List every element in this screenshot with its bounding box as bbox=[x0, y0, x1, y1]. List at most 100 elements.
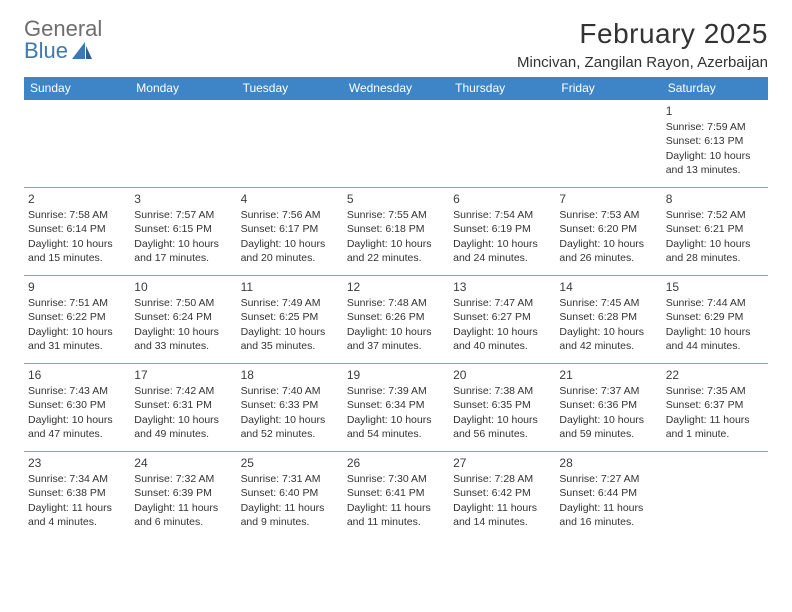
calendar-cell: 5Sunrise: 7:55 AMSunset: 6:18 PMDaylight… bbox=[343, 188, 449, 276]
day-number: 17 bbox=[134, 367, 232, 383]
sunset-line: Sunset: 6:13 PM bbox=[666, 134, 764, 148]
day-number: 6 bbox=[453, 191, 551, 207]
day-number: 23 bbox=[28, 455, 126, 471]
sunset-line: Sunset: 6:14 PM bbox=[28, 222, 126, 236]
daylight-line: Daylight: 11 hours and 1 minute. bbox=[666, 413, 764, 441]
day-number: 18 bbox=[241, 367, 339, 383]
sunrise-line: Sunrise: 7:53 AM bbox=[559, 208, 657, 222]
weekday-header: Monday bbox=[130, 77, 236, 100]
sunrise-line: Sunrise: 7:54 AM bbox=[453, 208, 551, 222]
day-number: 10 bbox=[134, 279, 232, 295]
daylight-line: Daylight: 10 hours and 54 minutes. bbox=[347, 413, 445, 441]
page-subtitle: Mincivan, Zangilan Rayon, Azerbaijan bbox=[517, 54, 768, 71]
calendar-cell: 15Sunrise: 7:44 AMSunset: 6:29 PMDayligh… bbox=[662, 276, 768, 364]
calendar-cell: 28Sunrise: 7:27 AMSunset: 6:44 PMDayligh… bbox=[555, 452, 661, 540]
sunrise-line: Sunrise: 7:35 AM bbox=[666, 384, 764, 398]
daylight-line: Daylight: 11 hours and 11 minutes. bbox=[347, 501, 445, 529]
calendar-cell bbox=[24, 100, 130, 188]
sunrise-line: Sunrise: 7:43 AM bbox=[28, 384, 126, 398]
day-number: 5 bbox=[347, 191, 445, 207]
day-number: 7 bbox=[559, 191, 657, 207]
page-header: General Blue February 2025 Mincivan, Zan… bbox=[24, 18, 768, 71]
day-number: 25 bbox=[241, 455, 339, 471]
day-number: 9 bbox=[28, 279, 126, 295]
calendar-cell: 17Sunrise: 7:42 AMSunset: 6:31 PMDayligh… bbox=[130, 364, 236, 452]
day-number: 8 bbox=[666, 191, 764, 207]
brand-sail-icon bbox=[72, 42, 94, 60]
brand-logo: General Blue bbox=[24, 18, 102, 62]
daylight-line: Daylight: 10 hours and 17 minutes. bbox=[134, 237, 232, 265]
sunrise-line: Sunrise: 7:48 AM bbox=[347, 296, 445, 310]
daylight-line: Daylight: 10 hours and 13 minutes. bbox=[666, 149, 764, 177]
sunrise-line: Sunrise: 7:55 AM bbox=[347, 208, 445, 222]
day-number: 14 bbox=[559, 279, 657, 295]
day-number: 4 bbox=[241, 191, 339, 207]
calendar-row: 9Sunrise: 7:51 AMSunset: 6:22 PMDaylight… bbox=[24, 276, 768, 364]
calendar-cell: 19Sunrise: 7:39 AMSunset: 6:34 PMDayligh… bbox=[343, 364, 449, 452]
calendar-cell: 14Sunrise: 7:45 AMSunset: 6:28 PMDayligh… bbox=[555, 276, 661, 364]
calendar-table: SundayMondayTuesdayWednesdayThursdayFrid… bbox=[24, 77, 768, 540]
sunrise-line: Sunrise: 7:47 AM bbox=[453, 296, 551, 310]
sunset-line: Sunset: 6:28 PM bbox=[559, 310, 657, 324]
calendar-cell: 22Sunrise: 7:35 AMSunset: 6:37 PMDayligh… bbox=[662, 364, 768, 452]
daylight-line: Daylight: 10 hours and 33 minutes. bbox=[134, 325, 232, 353]
sunrise-line: Sunrise: 7:45 AM bbox=[559, 296, 657, 310]
daylight-line: Daylight: 11 hours and 14 minutes. bbox=[453, 501, 551, 529]
day-number: 1 bbox=[666, 103, 764, 119]
calendar-row: 16Sunrise: 7:43 AMSunset: 6:30 PMDayligh… bbox=[24, 364, 768, 452]
brand-part-2: Blue bbox=[24, 40, 68, 62]
sunset-line: Sunset: 6:21 PM bbox=[666, 222, 764, 236]
sunrise-line: Sunrise: 7:42 AM bbox=[134, 384, 232, 398]
daylight-line: Daylight: 10 hours and 59 minutes. bbox=[559, 413, 657, 441]
calendar-cell: 23Sunrise: 7:34 AMSunset: 6:38 PMDayligh… bbox=[24, 452, 130, 540]
day-number: 19 bbox=[347, 367, 445, 383]
daylight-line: Daylight: 10 hours and 24 minutes. bbox=[453, 237, 551, 265]
daylight-line: Daylight: 10 hours and 42 minutes. bbox=[559, 325, 657, 353]
sunset-line: Sunset: 6:42 PM bbox=[453, 486, 551, 500]
sunset-line: Sunset: 6:18 PM bbox=[347, 222, 445, 236]
day-number: 27 bbox=[453, 455, 551, 471]
daylight-line: Daylight: 10 hours and 56 minutes. bbox=[453, 413, 551, 441]
calendar-cell bbox=[343, 100, 449, 188]
day-number: 24 bbox=[134, 455, 232, 471]
sunset-line: Sunset: 6:37 PM bbox=[666, 398, 764, 412]
weekday-header: Saturday bbox=[662, 77, 768, 100]
calendar-cell: 8Sunrise: 7:52 AMSunset: 6:21 PMDaylight… bbox=[662, 188, 768, 276]
sunset-line: Sunset: 6:30 PM bbox=[28, 398, 126, 412]
calendar-row: 1Sunrise: 7:59 AMSunset: 6:13 PMDaylight… bbox=[24, 100, 768, 188]
calendar-cell: 18Sunrise: 7:40 AMSunset: 6:33 PMDayligh… bbox=[237, 364, 343, 452]
sunset-line: Sunset: 6:24 PM bbox=[134, 310, 232, 324]
daylight-line: Daylight: 11 hours and 16 minutes. bbox=[559, 501, 657, 529]
sunrise-line: Sunrise: 7:52 AM bbox=[666, 208, 764, 222]
daylight-line: Daylight: 11 hours and 6 minutes. bbox=[134, 501, 232, 529]
daylight-line: Daylight: 10 hours and 47 minutes. bbox=[28, 413, 126, 441]
sunrise-line: Sunrise: 7:59 AM bbox=[666, 120, 764, 134]
calendar-cell: 10Sunrise: 7:50 AMSunset: 6:24 PMDayligh… bbox=[130, 276, 236, 364]
sunrise-line: Sunrise: 7:58 AM bbox=[28, 208, 126, 222]
day-number: 2 bbox=[28, 191, 126, 207]
day-number: 3 bbox=[134, 191, 232, 207]
day-number: 13 bbox=[453, 279, 551, 295]
sunset-line: Sunset: 6:40 PM bbox=[241, 486, 339, 500]
sunrise-line: Sunrise: 7:50 AM bbox=[134, 296, 232, 310]
sunset-line: Sunset: 6:38 PM bbox=[28, 486, 126, 500]
calendar-cell bbox=[555, 100, 661, 188]
calendar-cell: 27Sunrise: 7:28 AMSunset: 6:42 PMDayligh… bbox=[449, 452, 555, 540]
calendar-head: SundayMondayTuesdayWednesdayThursdayFrid… bbox=[24, 77, 768, 100]
sunset-line: Sunset: 6:29 PM bbox=[666, 310, 764, 324]
calendar-cell bbox=[237, 100, 343, 188]
calendar-cell: 24Sunrise: 7:32 AMSunset: 6:39 PMDayligh… bbox=[130, 452, 236, 540]
weekday-header: Sunday bbox=[24, 77, 130, 100]
daylight-line: Daylight: 10 hours and 31 minutes. bbox=[28, 325, 126, 353]
day-number: 22 bbox=[666, 367, 764, 383]
calendar-cell: 25Sunrise: 7:31 AMSunset: 6:40 PMDayligh… bbox=[237, 452, 343, 540]
sunrise-line: Sunrise: 7:28 AM bbox=[453, 472, 551, 486]
daylight-line: Daylight: 10 hours and 49 minutes. bbox=[134, 413, 232, 441]
weekday-header: Friday bbox=[555, 77, 661, 100]
sunrise-line: Sunrise: 7:56 AM bbox=[241, 208, 339, 222]
calendar-cell: 12Sunrise: 7:48 AMSunset: 6:26 PMDayligh… bbox=[343, 276, 449, 364]
sunrise-line: Sunrise: 7:40 AM bbox=[241, 384, 339, 398]
calendar-cell: 21Sunrise: 7:37 AMSunset: 6:36 PMDayligh… bbox=[555, 364, 661, 452]
daylight-line: Daylight: 10 hours and 15 minutes. bbox=[28, 237, 126, 265]
sunset-line: Sunset: 6:44 PM bbox=[559, 486, 657, 500]
